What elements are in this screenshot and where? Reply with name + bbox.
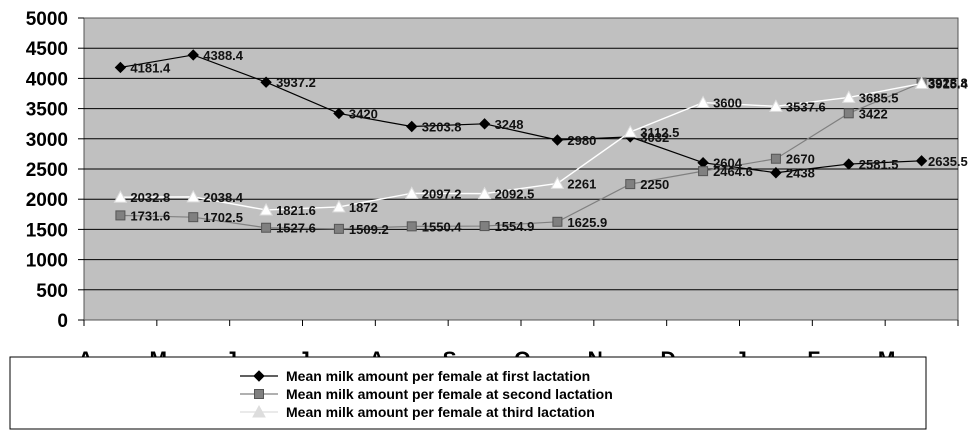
data-label: 2604 <box>713 156 743 171</box>
data-label: 3928.8 <box>928 76 968 91</box>
data-point-triangle <box>259 202 273 216</box>
y-tick-label: 0 <box>57 311 68 332</box>
y-axis-ticks: 0 500 1000 1500 2000 2500 3000 3500 4000 4500 5000 <box>26 9 84 332</box>
data-point-triangle <box>769 99 783 112</box>
data-label: 3248 <box>495 117 524 132</box>
data-point-square <box>479 221 490 232</box>
data-point-diamond <box>770 167 782 179</box>
data-point-square <box>625 179 636 190</box>
data-point-diamond <box>915 155 928 167</box>
legend-label: Mean milk amount per female at first lac… <box>286 368 590 384</box>
data-label: 2980 <box>567 133 596 148</box>
data-label: 2097.2 <box>422 186 462 201</box>
data-point-square <box>698 166 709 177</box>
data-point-triangle <box>623 124 638 138</box>
data-point-diamond <box>478 118 491 130</box>
data-label: 3600 <box>713 96 742 111</box>
series-group <box>113 49 929 234</box>
data-label: 1731.6 <box>130 208 170 223</box>
gridlines <box>84 47 958 291</box>
legend: Mean milk amount per female at first lac… <box>9 356 927 430</box>
data-point-square <box>115 210 126 221</box>
data-label: 2464.6 <box>713 164 753 179</box>
legend-label: Mean milk amount per female at second la… <box>286 386 613 402</box>
y-tick-label: 2000 <box>26 190 68 211</box>
data-label: 2250 <box>640 177 669 192</box>
data-point-square <box>261 222 272 233</box>
data-label: 3422 <box>859 106 888 121</box>
data-point-diamond <box>406 120 418 133</box>
data-point-triangle <box>477 186 492 200</box>
data-label: 2670 <box>786 152 815 167</box>
data-point-square <box>188 212 199 223</box>
data-point-triangle <box>914 76 929 90</box>
y-tick-label: 1500 <box>26 220 68 241</box>
data-label: 1821.6 <box>276 203 316 218</box>
data-label: 2092.5 <box>495 187 535 202</box>
data-label: 2438 <box>786 166 815 181</box>
data-point-diamond <box>333 107 345 120</box>
data-point-diamond <box>187 49 199 61</box>
series-line <box>120 82 922 230</box>
data-label: 1554.9 <box>495 219 535 234</box>
y-tick-label: 1000 <box>26 251 68 272</box>
data-label: 1550.4 <box>422 219 463 234</box>
data-label: 3420 <box>349 106 378 121</box>
data-point-square <box>843 108 854 119</box>
data-labels: 4181.4 4388.4 3937.2 3420 3203.8 3248 2980 3032… <box>130 48 968 237</box>
data-label: 1509.2 <box>349 222 389 237</box>
y-tick-label: 2500 <box>26 160 68 181</box>
data-label: 3937.2 <box>276 75 316 90</box>
data-point-diamond <box>843 158 855 170</box>
data-point-square <box>333 223 344 234</box>
data-point-square <box>770 153 781 164</box>
data-label: 2581.5 <box>859 157 899 172</box>
y-tick-label: 3500 <box>26 100 68 121</box>
y-tick-label: 500 <box>36 281 68 302</box>
data-point-triangle <box>550 176 565 189</box>
data-point-diamond <box>260 76 272 88</box>
y-tick-label: 5000 <box>26 9 68 30</box>
data-label: 1702.5 <box>203 210 243 225</box>
data-point-diamond <box>114 61 127 74</box>
data-point-square <box>552 216 563 227</box>
legend-box <box>9 356 927 430</box>
data-label: 3203.8 <box>422 119 462 134</box>
y-tick-label: 4500 <box>26 39 68 60</box>
y-tick-label: 4000 <box>26 69 68 90</box>
data-point-triangle <box>841 90 856 103</box>
legend-label: Mean milk amount per female at third lac… <box>286 404 595 420</box>
data-point-diamond <box>551 134 564 146</box>
data-point-triangle <box>404 186 419 199</box>
data-label: 2635.5 <box>928 154 968 169</box>
data-point-triangle <box>332 199 346 213</box>
data-point-square <box>406 221 417 232</box>
series-line <box>120 82 922 211</box>
data-point-triangle <box>252 404 266 418</box>
y-tick-label: 3000 <box>26 130 68 151</box>
data-label: 3112.5 <box>640 125 679 140</box>
data-point-triangle <box>186 189 201 203</box>
data-label: 2038.4 <box>203 190 244 205</box>
data-label: 3537.6 <box>786 99 826 114</box>
data-label: 3032 <box>640 130 669 145</box>
data-label: 4181.4 <box>130 60 171 75</box>
data-label: 3915.4 <box>928 77 969 92</box>
data-label: 4388.4 <box>203 48 244 63</box>
series-line <box>120 54 922 174</box>
data-point-triangle <box>113 190 128 203</box>
data-label: 2032.8 <box>130 190 170 205</box>
data-label: 1527.6 <box>276 221 316 236</box>
data-label: 2261 <box>567 176 596 191</box>
data-point-diamond <box>253 370 265 382</box>
data-point-square <box>254 389 264 399</box>
data-label: 1625.9 <box>567 215 607 230</box>
data-point-triangle <box>696 95 710 109</box>
data-label: 3685.5 <box>859 90 899 105</box>
data-label: 1872 <box>349 200 378 215</box>
